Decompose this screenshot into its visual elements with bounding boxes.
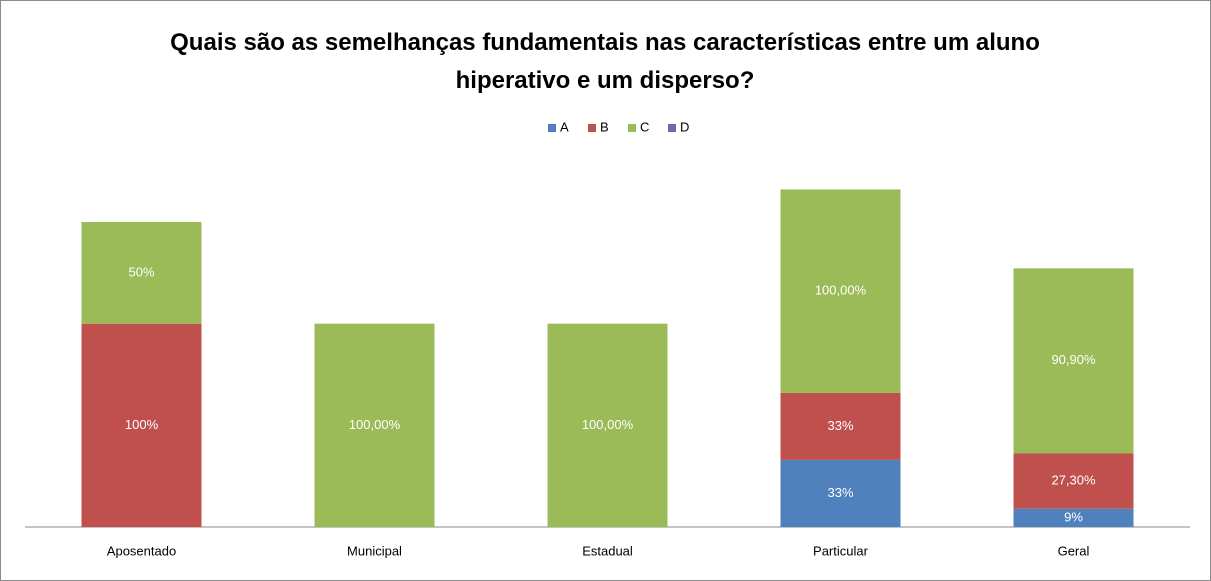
x-tick-label: Municipal: [347, 543, 402, 558]
x-tick-label: Estadual: [582, 543, 633, 558]
legend-swatch: [668, 124, 676, 132]
bar-segment: [81, 222, 202, 324]
data-label: 100,00%: [815, 283, 867, 298]
data-label: 100,00%: [582, 417, 634, 432]
data-label: 100%: [125, 417, 159, 432]
legend-label: A: [560, 119, 569, 134]
data-label: 100,00%: [349, 417, 401, 432]
bar-segment: [780, 392, 901, 460]
legend-label: B: [600, 119, 609, 134]
data-label: 27,30%: [1051, 472, 1096, 487]
bar-segment: [547, 323, 668, 527]
x-tick-label: Geral: [1058, 543, 1090, 558]
data-label: 33%: [827, 485, 853, 500]
legend-swatch: [628, 124, 636, 132]
x-tick-label: Aposentado: [107, 543, 176, 558]
bar-segment: [314, 323, 435, 527]
data-label: 33%: [827, 418, 853, 433]
bar-segment: [81, 323, 202, 527]
legend-swatch: [588, 124, 596, 132]
legend-swatch: [548, 124, 556, 132]
legend-label: D: [680, 119, 689, 134]
data-label: 9%: [1064, 509, 1083, 524]
bar-segment: [780, 189, 901, 393]
bar-segment: [1013, 268, 1134, 454]
bar-segment: [1013, 508, 1134, 527]
bar-segment: [1013, 453, 1134, 509]
chart-title: Quais são as semelhanças fundamentais na…: [170, 29, 1040, 94]
x-tick-label: Particular: [813, 543, 869, 558]
legend-label: C: [640, 119, 649, 134]
data-label: 50%: [128, 264, 154, 279]
bar-segment: [780, 459, 901, 527]
data-label: 90,90%: [1051, 352, 1096, 367]
